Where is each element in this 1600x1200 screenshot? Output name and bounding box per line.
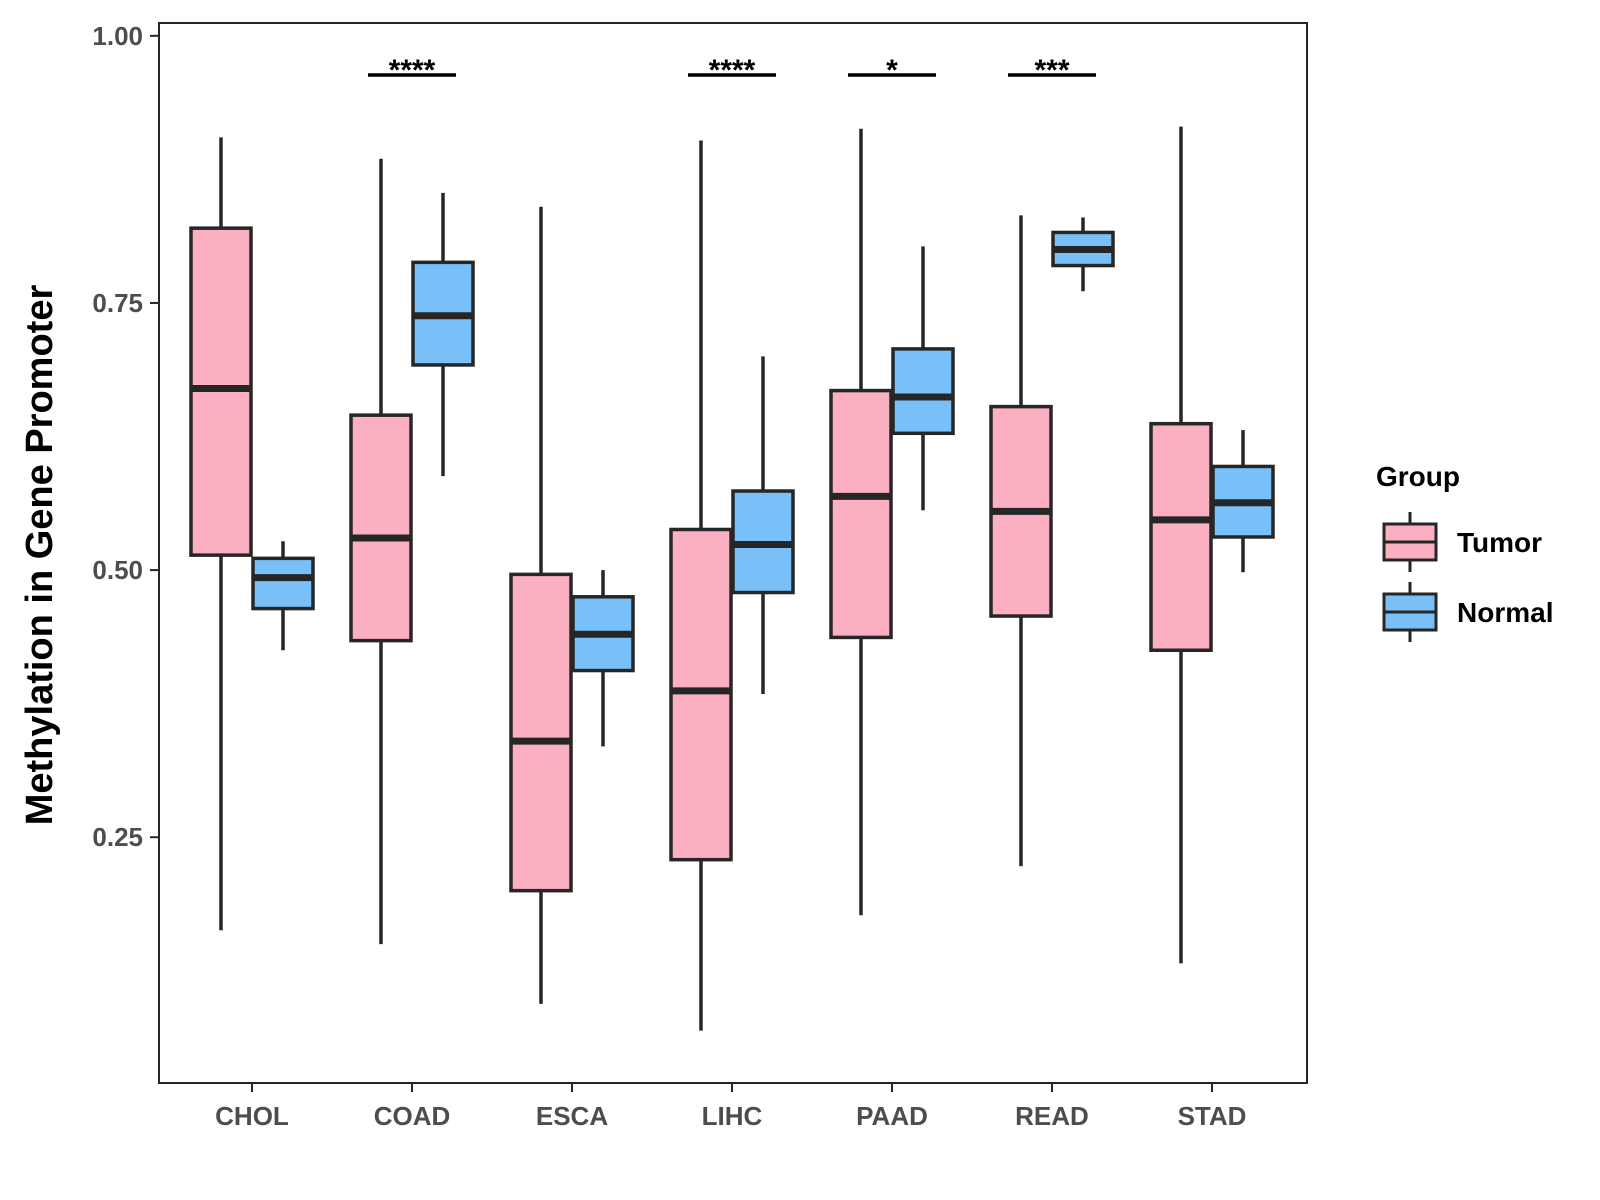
legend-item-normal: Normal: [1382, 582, 1553, 642]
y-tick-label: 0.75: [92, 288, 143, 318]
box-normal-lihc: [731, 356, 795, 695]
box-iqr: [669, 527, 733, 862]
x-tick-label: READ: [1015, 1101, 1089, 1131]
box-tumor-esca: [509, 206, 573, 1004]
y-axis-title: Methylation in Gene Promoter: [19, 285, 61, 826]
box-iqr: [251, 556, 315, 611]
box-normal-chol: [251, 541, 315, 651]
y-tick-label: 0.25: [92, 822, 143, 852]
box-tumor-paad: [829, 128, 893, 916]
significance-label: ****: [389, 54, 436, 87]
significance-annotations: **** **** * ***: [368, 54, 1096, 87]
x-tick-label: ESCA: [536, 1101, 608, 1131]
x-axis: CHOL COAD ESCA LIHC PAAD READ STAD: [215, 1083, 1246, 1131]
box-iqr: [349, 413, 413, 643]
box-normal-stad: [1211, 430, 1275, 573]
x-tick-label: LIHC: [702, 1101, 763, 1131]
legend-label: Tumor: [1457, 527, 1542, 558]
box-normal-read: [1051, 217, 1115, 292]
x-tick-label: COAD: [374, 1101, 451, 1131]
legend-title: Group: [1376, 461, 1460, 492]
box-group: [189, 126, 1275, 1031]
box-iqr: [509, 572, 573, 893]
box-tumor-coad: [349, 158, 413, 945]
y-tick-label: 1.00: [92, 21, 143, 51]
box-normal-paad: [891, 246, 955, 511]
significance-label: ***: [1034, 54, 1069, 87]
box-iqr: [829, 388, 893, 640]
x-tick-label: STAD: [1178, 1101, 1247, 1131]
box-iqr: [891, 347, 955, 436]
legend: Group Tumor Normal: [1376, 461, 1553, 642]
legend-label: Normal: [1457, 597, 1553, 628]
significance-label: ****: [709, 54, 756, 87]
box-tumor-chol: [189, 137, 253, 931]
x-tick-label: PAAD: [856, 1101, 928, 1131]
x-tick-label: CHOL: [215, 1101, 289, 1131]
y-axis: 0.25 0.50 0.75 1.00: [92, 21, 159, 852]
significance-label: *: [886, 54, 898, 87]
legend-item-tumor: Tumor: [1382, 512, 1542, 572]
box-tumor-read: [989, 215, 1053, 867]
y-tick-label: 0.50: [92, 555, 143, 585]
box-normal-coad: [411, 192, 475, 477]
box-tumor-stad: [1149, 126, 1213, 964]
box-tumor-lihc: [669, 140, 733, 1031]
box-iqr: [1149, 421, 1213, 652]
box-normal-esca: [571, 570, 635, 747]
